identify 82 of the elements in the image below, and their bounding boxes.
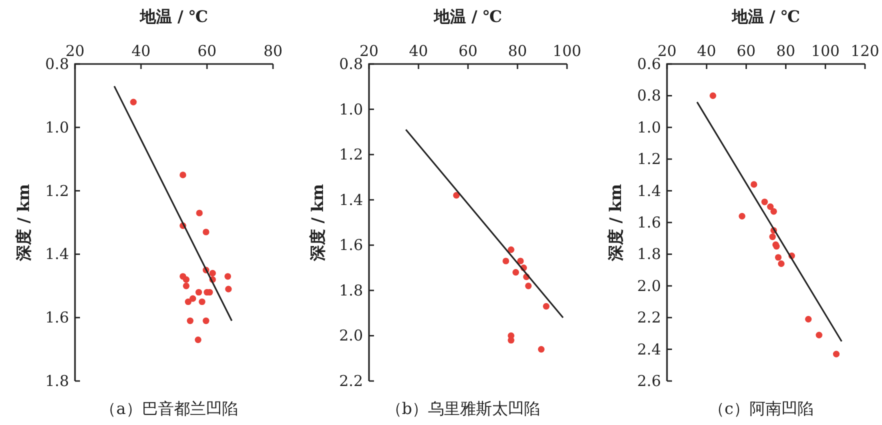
text: （c）阿南凹陷 [708, 399, 814, 418]
x-tick-label: 40 [697, 42, 716, 60]
y-tick-label: 0.8 [45, 55, 69, 73]
point [774, 254, 782, 261]
point [225, 286, 232, 292]
point [738, 212, 746, 220]
point [538, 346, 545, 353]
x-tick-label: 120 [850, 42, 880, 60]
point [194, 336, 202, 344]
x-tick-label: 100 [811, 42, 840, 60]
y-tick-label: 1.0 [45, 118, 69, 136]
y-tick-label: 2.2 [637, 308, 661, 327]
x-axis-title: 地温 / ℃ [432, 7, 502, 26]
y-tick-label: 0.8 [637, 86, 661, 105]
point [190, 295, 196, 302]
x-axis-title: 地温 / ℃ [730, 7, 800, 26]
y-tick-label: 1.6 [45, 308, 69, 327]
y-tick-label: 2.0 [637, 276, 661, 295]
point [182, 282, 190, 290]
point [502, 258, 510, 264]
text: （b）乌里雅斯太凹陷 [386, 399, 540, 418]
y-tick-label: 2.2 [339, 372, 363, 390]
point [224, 273, 232, 280]
point [453, 192, 460, 199]
point [130, 98, 137, 106]
y-tick-label: 1.4 [339, 190, 363, 209]
point [778, 260, 785, 268]
y-tick-label: 1.6 [637, 214, 661, 232]
y-axis-title: 深度 / km [606, 184, 625, 262]
point [770, 208, 778, 215]
text: （a）巴音都兰凹陷 [100, 399, 238, 418]
y-tick-label: 1.4 [45, 245, 69, 264]
y-tick-label: 1.2 [339, 146, 363, 164]
point [805, 316, 812, 322]
x-tick-label: 60 [197, 42, 217, 60]
x-axis-title: 地温 / ℃ [138, 7, 208, 26]
point [542, 302, 550, 310]
y-tick-label: 0.6 [637, 55, 661, 73]
point [512, 269, 520, 276]
x-tick-label: 80 [776, 42, 796, 60]
x-tick-label: 100 [552, 42, 582, 60]
point [195, 288, 202, 296]
y-tick-label: 1.0 [339, 100, 363, 118]
x-tick-label: 40 [408, 42, 428, 60]
point [832, 350, 840, 358]
y-tick-label: 1.8 [637, 245, 661, 264]
point [508, 246, 514, 253]
y-tick-label: 2.4 [637, 340, 661, 358]
point [710, 92, 716, 99]
point [517, 258, 524, 264]
point [184, 298, 192, 306]
point [186, 317, 194, 324]
point [769, 233, 776, 240]
point [196, 210, 203, 216]
point [761, 198, 768, 206]
point [180, 172, 186, 178]
x-tick-label: 60 [736, 42, 756, 60]
x-tick-label: 40 [131, 42, 151, 60]
y-axis-title: 深度 / km [14, 184, 33, 262]
y-tick-label: 1.2 [637, 150, 661, 168]
point [816, 332, 822, 338]
point [209, 270, 216, 277]
point [202, 317, 210, 324]
x-tick-label: 80 [508, 42, 528, 60]
x-tick-label: 80 [263, 42, 283, 60]
y-tick-label: 1.8 [45, 372, 69, 390]
point [202, 228, 210, 236]
y-tick-label: 0.8 [339, 55, 363, 73]
point [182, 276, 190, 283]
y-tick-label: 1.0 [637, 118, 661, 136]
point [525, 282, 532, 290]
y-tick-label: 1.6 [339, 236, 363, 254]
y-tick-label: 1.8 [339, 281, 363, 300]
y-axis-title: 深度 / km [308, 184, 327, 262]
point [198, 298, 206, 306]
point [767, 203, 774, 210]
y-tick-label: 1.2 [45, 182, 69, 200]
x-tick-label: 60 [458, 42, 478, 60]
y-tick-label: 1.4 [637, 182, 661, 200]
point [750, 181, 758, 188]
y-tick-label: 2.6 [637, 372, 661, 390]
y-tick-label: 2.0 [339, 326, 363, 345]
